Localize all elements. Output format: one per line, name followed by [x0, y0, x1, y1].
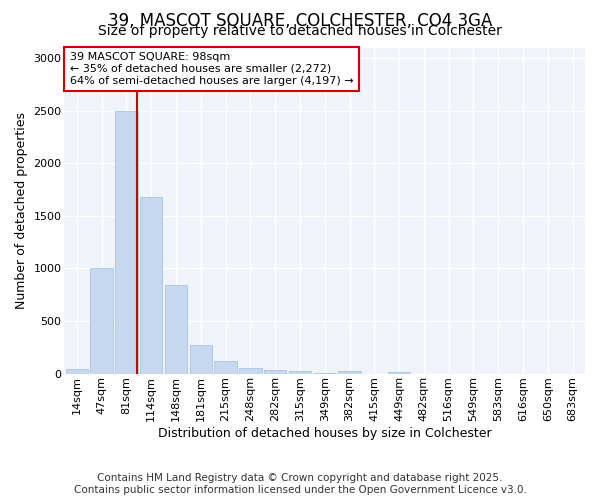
X-axis label: Distribution of detached houses by size in Colchester: Distribution of detached houses by size …	[158, 427, 491, 440]
Bar	[65, 369, 88, 374]
Bar	[214, 361, 237, 374]
Y-axis label: Number of detached properties: Number of detached properties	[15, 112, 28, 309]
Bar	[314, 373, 336, 374]
Text: 39, MASCOT SQUARE, COLCHESTER, CO4 3GA: 39, MASCOT SQUARE, COLCHESTER, CO4 3GA	[108, 12, 492, 30]
Bar	[115, 110, 137, 374]
Text: 39 MASCOT SQUARE: 98sqm
← 35% of detached houses are smaller (2,272)
64% of semi: 39 MASCOT SQUARE: 98sqm ← 35% of detache…	[70, 52, 353, 86]
Bar	[91, 268, 113, 374]
Bar	[289, 372, 311, 374]
Bar	[190, 345, 212, 374]
Text: Contains HM Land Registry data © Crown copyright and database right 2025.
Contai: Contains HM Land Registry data © Crown c…	[74, 474, 526, 495]
Bar	[264, 370, 286, 374]
Bar	[140, 197, 163, 374]
Bar	[239, 368, 262, 374]
Text: Size of property relative to detached houses in Colchester: Size of property relative to detached ho…	[98, 24, 502, 38]
Bar	[165, 285, 187, 374]
Bar	[388, 372, 410, 374]
Bar	[338, 371, 361, 374]
